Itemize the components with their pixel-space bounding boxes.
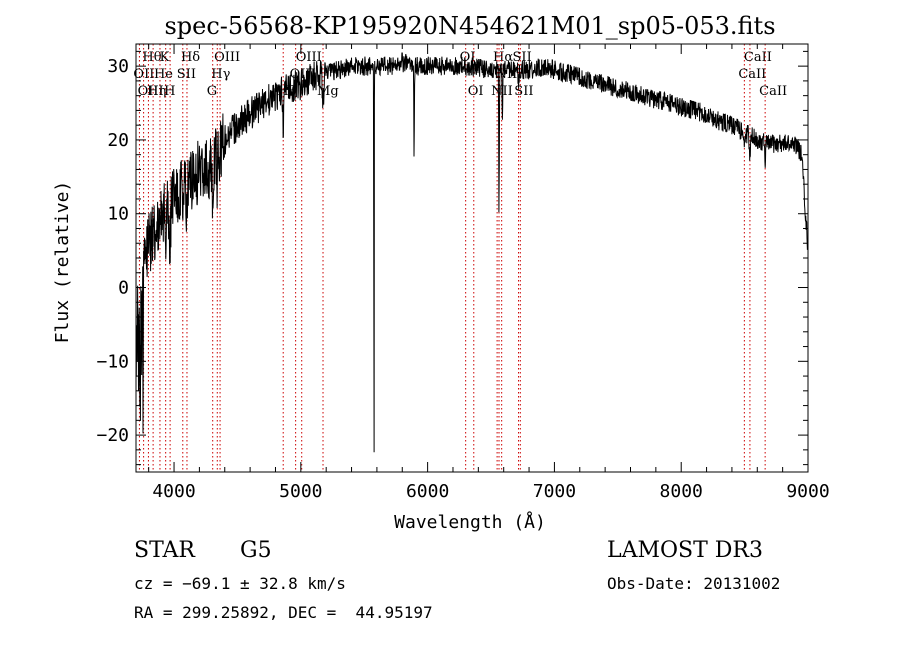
coordinates: RA = 299.25892, DEC = 44.95197 [134,603,433,622]
x-tick-label-0: 4000 [152,481,195,502]
y-tick-label-3: 10 [107,204,129,225]
marker-label-11: G [207,84,217,99]
chart-title: spec-56568-KP195920N454621M01_sp05-053.f… [164,12,775,40]
plot-frame [135,43,809,473]
marker-label-24: CaII [738,67,766,82]
marker-label-6: H [164,84,175,99]
redshift-velocity: cz = −69.1 ± 32.8 km/s [134,574,346,593]
marker-label-23: CaII [744,50,772,65]
y-axis-label: Flux (relative) [52,181,73,344]
x-tick-label-3: 7000 [533,481,576,502]
y-tick-label-5: 30 [107,56,129,77]
x-tick-label-4: 8000 [660,481,703,502]
marker-label-18: Hα [493,50,513,65]
marker-label-10: Hγ [211,67,230,82]
marker-label-22: SII [514,84,533,99]
marker-label-13: OIII [296,50,322,65]
spectrum-line-group [135,52,809,453]
marker-label-3: Hη [147,84,166,99]
marker-label-1: OII [133,67,154,82]
marker-label-8: Hδ [181,50,200,65]
observation-date: Obs-Date: 20131002 [607,574,781,593]
marker-label-7: SII [177,67,196,82]
x-tick-label-1: 5000 [279,481,322,502]
object-subclass: G5 [240,538,272,563]
marker-label-4: He [154,67,173,82]
x-tick-label-5: 9000 [786,481,829,502]
marker-label-25: CaII [759,84,787,99]
x-axis-label: Wavelength (Å) [394,511,546,533]
y-tick-label-0: −20 [96,425,129,446]
y-tick-label-1: −10 [96,351,129,372]
y-tick-label-2: 0 [118,278,129,299]
marker-label-9: OIII [214,50,240,65]
marker-label-0: Hθ [142,50,161,65]
axes: 4000 5000 6000 7000 8000 9000 −20 −10 0 10 20 30 [96,44,830,502]
marker-label-17: OI [468,84,484,99]
marker-label-21: SII [513,50,532,65]
y-tick-label-4: 20 [107,130,129,151]
marker-label-5: K [160,50,170,65]
survey-label: LAMOST DR3 [607,538,763,563]
object-class: STAR [134,538,195,563]
x-tick-label-2: 6000 [406,481,449,502]
marker-label-2: OIII [138,84,164,99]
spectrum-line [135,52,809,453]
